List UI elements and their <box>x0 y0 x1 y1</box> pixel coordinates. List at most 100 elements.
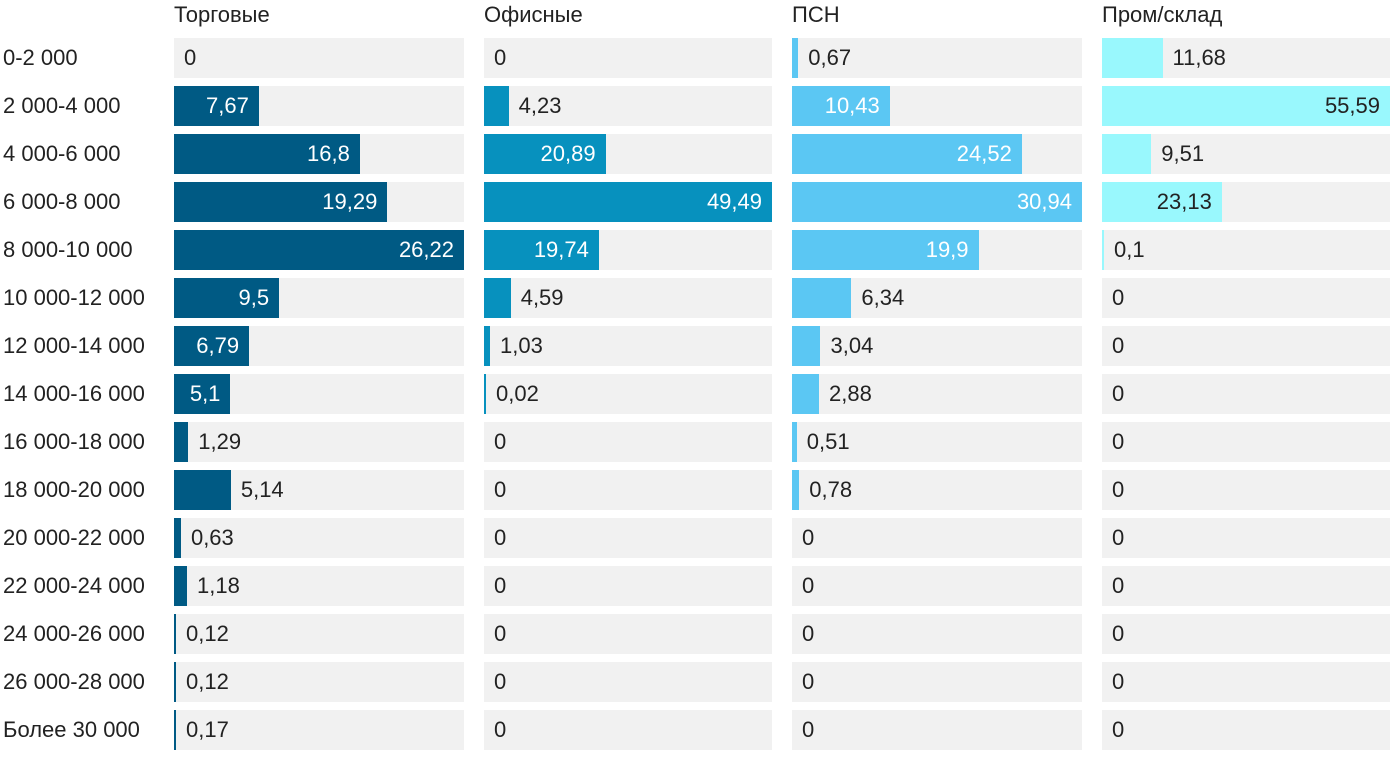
bar <box>484 86 509 126</box>
bar <box>1102 182 1222 222</box>
bar <box>174 86 259 126</box>
data-label: 0 <box>1112 621 1125 646</box>
bar <box>1102 86 1390 126</box>
bar-track: 0 <box>484 422 772 462</box>
bar <box>484 326 490 366</box>
bar-track: 0 <box>1102 374 1390 414</box>
category-label: 20 000-22 000 <box>3 525 145 550</box>
bar <box>484 278 511 318</box>
bar-track: 0,12 <box>174 662 464 702</box>
data-label: 23,13 <box>1156 189 1212 214</box>
bar <box>174 518 181 558</box>
bar-track: 0 <box>1102 278 1390 318</box>
data-label: 0 <box>494 669 507 694</box>
bar-track: 0 <box>484 662 772 702</box>
data-label: 1,03 <box>499 333 543 358</box>
bar-track: 19,9 <box>792 230 1082 270</box>
data-label: 0,12 <box>186 621 229 646</box>
data-label: 6,34 <box>861 285 905 310</box>
bar <box>792 86 890 126</box>
bar <box>174 566 188 606</box>
bar-track: 0 <box>792 518 1082 558</box>
category-label: Более 30 000 <box>3 717 140 742</box>
bar-track: 0 <box>1102 662 1390 702</box>
bar-track: 1,18 <box>174 566 464 606</box>
data-label: 4,23 <box>518 93 562 118</box>
category-label: 8 000-10 000 <box>3 237 133 262</box>
category-label: 0-2 000 <box>3 45 78 70</box>
category-label: 22 000-24 000 <box>3 573 145 598</box>
data-label: 0 <box>1112 429 1125 454</box>
bar <box>484 374 486 414</box>
data-label: 26,22 <box>398 237 454 262</box>
bar-track: 19,29 <box>174 182 464 222</box>
bar-track: 0 <box>174 38 464 78</box>
bar <box>1102 38 1163 78</box>
data-label: 55,59 <box>1324 93 1380 118</box>
bar-track: 5,1 <box>174 374 464 414</box>
data-label: 0,51 <box>806 429 850 454</box>
bar <box>174 374 231 414</box>
bar <box>484 134 606 174</box>
bar-track: 0 <box>1102 614 1390 654</box>
bar <box>174 422 189 462</box>
category-label: 18 000-20 000 <box>3 477 145 502</box>
data-label: 5,14 <box>240 477 284 502</box>
bar <box>1102 230 1104 270</box>
bar-track: 16,8 <box>174 134 464 174</box>
bar-track: 0 <box>484 614 772 654</box>
bar <box>484 230 599 270</box>
bar <box>792 422 797 462</box>
bar-track: 0 <box>1102 470 1390 510</box>
data-label: 2,88 <box>828 381 872 406</box>
data-label: 20,89 <box>540 141 596 166</box>
bar-track: 2,88 <box>792 374 1082 414</box>
data-label: 9,5 <box>238 285 270 310</box>
data-label: 1,18 <box>197 573 240 598</box>
bar-track: 5,14 <box>174 470 464 510</box>
data-label: 0 <box>1112 381 1125 406</box>
data-label: 1,29 <box>198 429 242 454</box>
bar-track: 0,51 <box>792 422 1082 462</box>
bar-track: 0,63 <box>174 518 464 558</box>
bar <box>792 278 852 318</box>
data-label: 7,67 <box>206 93 249 118</box>
data-label: 0,12 <box>186 669 229 694</box>
panel-title: ПСН <box>792 2 840 27</box>
data-label: 0 <box>494 621 507 646</box>
bar <box>1102 134 1152 174</box>
data-label: 0 <box>1112 525 1125 550</box>
bar <box>174 710 176 750</box>
bar <box>174 662 176 702</box>
data-label: 0 <box>802 717 815 742</box>
data-label: 4,59 <box>520 285 564 310</box>
bar-track: 0,78 <box>792 470 1082 510</box>
bar-track: 0 <box>484 566 772 606</box>
category-label: 4 000-6 000 <box>3 141 121 166</box>
data-label: 0 <box>802 621 815 646</box>
category-label: 12 000-14 000 <box>3 333 145 358</box>
category-label: 14 000-16 000 <box>3 381 145 406</box>
data-label: 16,8 <box>306 141 350 166</box>
data-label: 0 <box>494 525 507 550</box>
bar-track: 24,52 <box>792 134 1082 174</box>
bar-track: 0 <box>792 566 1082 606</box>
data-label: 0 <box>1112 333 1125 358</box>
panel-title: Торговые <box>174 2 270 27</box>
data-label: 24,52 <box>956 141 1012 166</box>
data-label: 0 <box>494 477 507 502</box>
bar <box>792 326 821 366</box>
data-label: 0 <box>1112 573 1125 598</box>
bar-track: 30,94 <box>792 182 1082 222</box>
bar-track: 6,79 <box>174 326 464 366</box>
bar-track: 7,67 <box>174 86 464 126</box>
data-label: 0,78 <box>809 477 853 502</box>
data-label: 49,49 <box>706 189 762 214</box>
data-label: 19,29 <box>322 189 378 214</box>
bar <box>174 230 464 270</box>
bar-track: 23,13 <box>1102 182 1390 222</box>
bar-track: 0,12 <box>174 614 464 654</box>
data-label: 11,68 <box>1172 45 1226 70</box>
data-label: 0,63 <box>190 525 234 550</box>
category-label: 24 000-26 000 <box>3 621 145 646</box>
